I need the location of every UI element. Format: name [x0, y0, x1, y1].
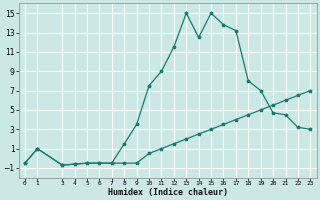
X-axis label: Humidex (Indice chaleur): Humidex (Indice chaleur)	[108, 188, 228, 197]
